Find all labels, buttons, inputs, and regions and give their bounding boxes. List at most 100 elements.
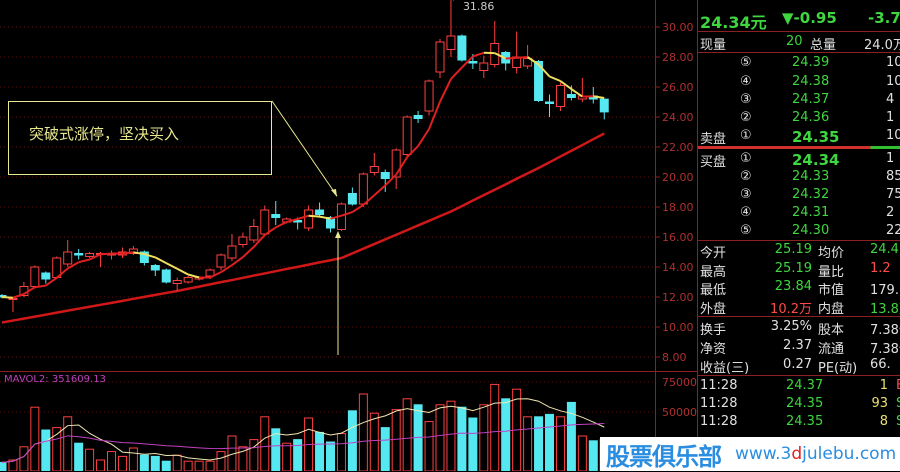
divider: [698, 31, 900, 32]
ma-short-segment: [451, 68, 462, 79]
v-text: 10: [886, 74, 900, 89]
candle-down: [546, 102, 554, 104]
candle-up: [173, 281, 181, 284]
b-text: 25.19: [758, 242, 812, 257]
candle-up: [250, 227, 258, 241]
d-text: 13.8万: [870, 298, 900, 317]
vol-tick-label: 75000: [662, 376, 697, 389]
ma-short-segment: [79, 260, 90, 263]
b-text: 2.37: [758, 338, 812, 353]
ma-short-segment: [243, 247, 254, 257]
candle-down: [348, 194, 356, 205]
volume-bar: [425, 422, 433, 471]
price-row: 24.34元▼-0.95-3.7: [698, 8, 900, 27]
volume-bar: [359, 394, 367, 471]
candle-down: [414, 116, 422, 119]
volume-bar: [546, 414, 554, 471]
ma-short-segment: [506, 58, 517, 59]
volume-bar: [502, 399, 510, 471]
p-text: 24.35: [786, 396, 823, 411]
ma-short-segment: [440, 79, 451, 102]
c-text: 流通: [818, 338, 844, 357]
p-text: 24.39: [792, 55, 829, 70]
y-tick-label: 26.00: [662, 81, 694, 94]
volume-bar: [261, 417, 269, 471]
vol-tick-label: 50000: [662, 406, 697, 419]
ma-short-segment: [374, 185, 385, 195]
candle-down: [151, 266, 159, 271]
volume-bar: [0, 462, 6, 471]
price-text: 24.34元: [700, 9, 767, 33]
candle-down: [469, 62, 477, 64]
n-text: ②: [740, 110, 752, 125]
ma-short-segment: [473, 53, 484, 57]
bid-row: ②24.3385: [698, 168, 900, 187]
candle-up: [425, 81, 433, 111]
p-text: 24.34: [792, 151, 839, 169]
v-text: 93: [858, 396, 888, 411]
n-text: ④: [740, 74, 752, 89]
y-tick-label: 16.00: [662, 231, 694, 244]
candle-down: [600, 99, 608, 112]
y-tick-label: 30.00: [662, 21, 694, 34]
b-text: 10.2万: [758, 298, 812, 317]
watermark-logo: 股票俱乐部 www.3djulebu.com: [600, 437, 900, 471]
volume-bar: [217, 452, 225, 471]
candle-down: [162, 270, 170, 282]
p-text: 24.32: [792, 187, 829, 202]
ma-short-segment: [166, 263, 177, 269]
volume-bar: [75, 443, 83, 471]
v-text: 22: [886, 223, 900, 238]
y-tick-label: 12.00: [662, 291, 694, 304]
y-tick-label: 22.00: [662, 141, 694, 154]
divider: [698, 52, 900, 53]
y-tick-label: 24.00: [662, 111, 694, 124]
y-tick-label: 18.00: [662, 201, 694, 214]
candle-up: [261, 210, 269, 234]
v-text: 1: [886, 151, 894, 166]
d-text: 1.2: [870, 261, 891, 276]
p-text: 24.37: [792, 92, 829, 107]
y-tick-label: 8.00: [662, 351, 687, 364]
annotation-box: 突破式涨停，坚决买入: [8, 101, 272, 175]
candlestick-chart: 30.0028.0026.0024.0022.0020.0018.0016.00…: [0, 0, 697, 471]
label-text: 卖盘: [700, 128, 726, 147]
arrow-head-icon: [335, 231, 341, 238]
candle-up: [9, 299, 17, 300]
p-text: 24.37: [786, 378, 823, 393]
volume-bar: [151, 456, 159, 471]
v-text: 85: [886, 169, 900, 184]
a-text: 收益(三): [700, 357, 749, 376]
annotation-text: 突破式涨停，坚决买入: [29, 123, 179, 144]
ma-short-segment: [155, 257, 166, 263]
ma-short-segment: [101, 254, 112, 255]
a-text: 最低: [700, 279, 726, 298]
quote-panel: 24.34元▼-0.95-3.7现量20总量24.0万⑤24.3910④24.3…: [697, 0, 900, 471]
watermark-url: www.3djulebu.com: [735, 444, 896, 464]
candle-up: [184, 278, 192, 283]
xianliang_label-text: 现量: [700, 34, 726, 53]
stat-row: 换手3.25%股本7.38亿: [698, 318, 900, 337]
volume-bar: [86, 449, 94, 471]
p-text: 24.38: [792, 74, 829, 89]
divider: [698, 375, 900, 376]
candle-up: [305, 210, 313, 228]
candle-down: [381, 173, 389, 179]
d-text: 24.4: [870, 242, 899, 257]
d-text: 66.: [870, 357, 891, 372]
d-text: 7.38亿: [870, 319, 900, 338]
volume-bar: [294, 440, 302, 471]
s-text: S: [896, 414, 900, 429]
candle-up: [86, 254, 94, 257]
b-text: 25.19: [758, 261, 812, 276]
volume-bar: [469, 418, 477, 471]
volume-bar: [42, 430, 50, 471]
c-text: 股本: [818, 319, 844, 338]
candle-up: [239, 237, 247, 245]
